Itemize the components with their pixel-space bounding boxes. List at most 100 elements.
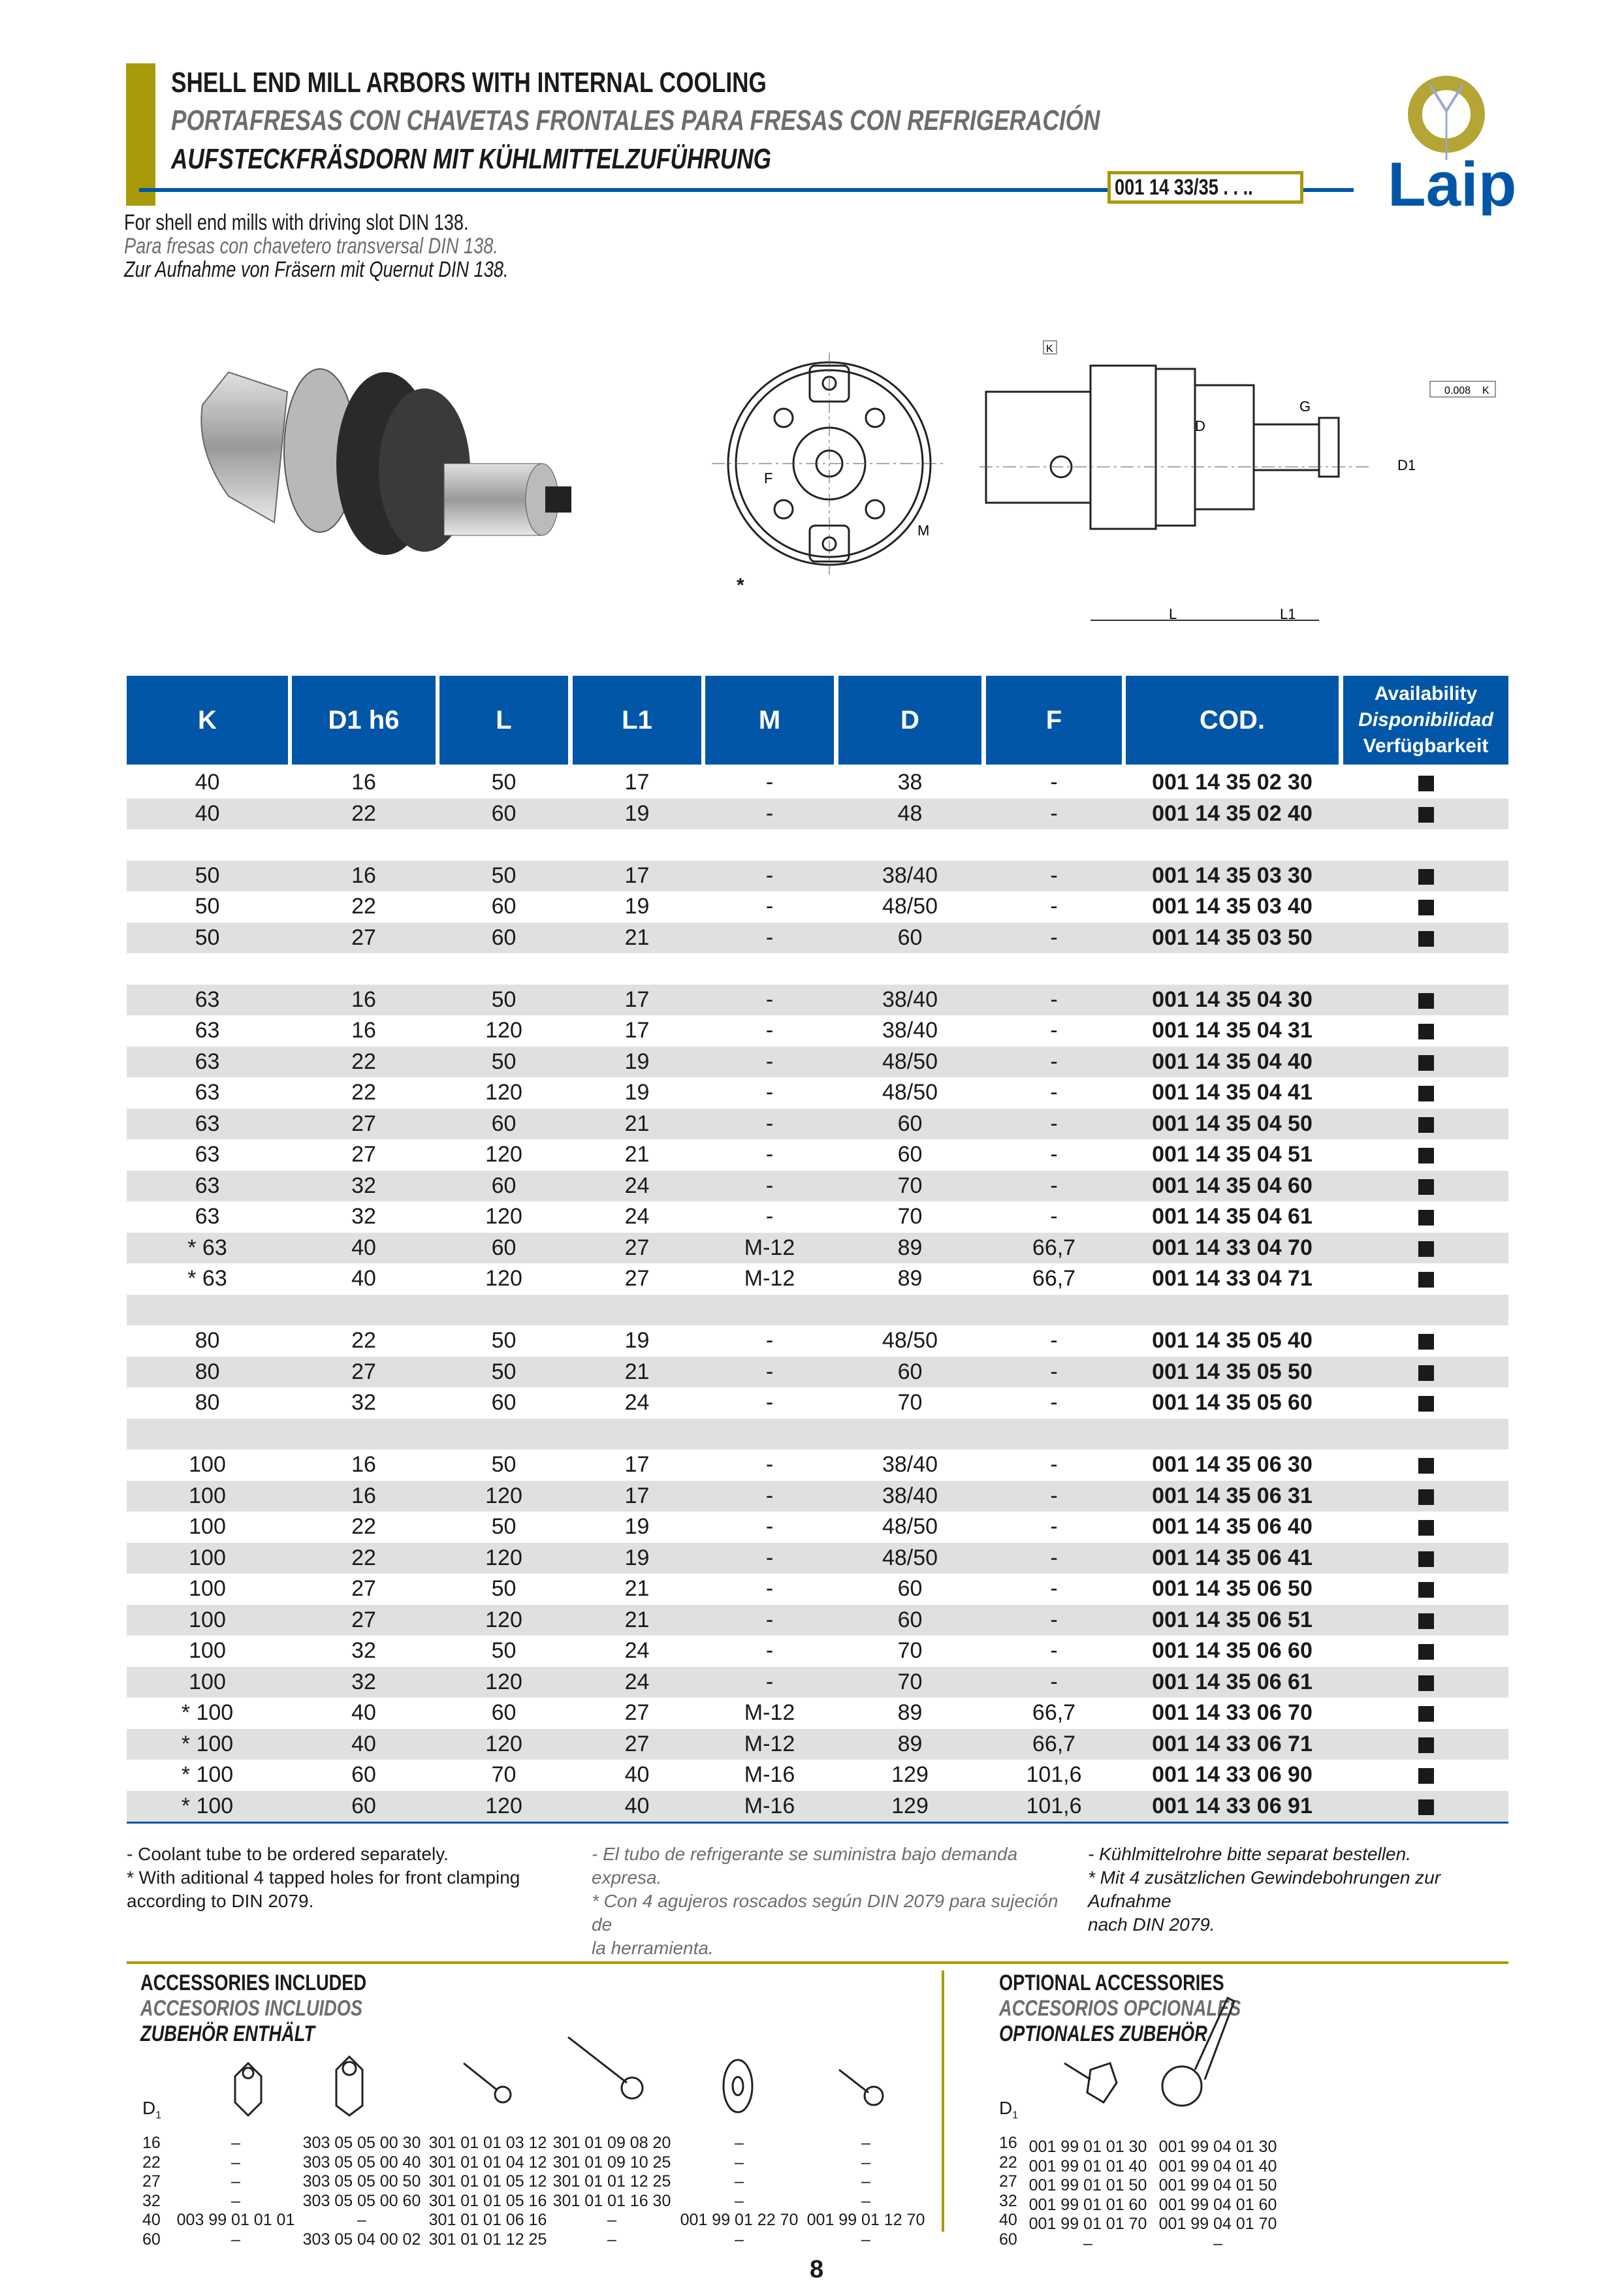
cell-l: 50: [491, 1049, 517, 1074]
cell-d1-h6: 16: [351, 987, 376, 1012]
table-row: 63 32 60 24 - 70 - 001 14 35 04 60: [127, 1170, 1508, 1201]
cell-d1-h6: 27: [351, 1607, 376, 1632]
washer-icon: [722, 2059, 754, 2113]
footnote-en-2: * With aditional 4 tapped holes for fron…: [127, 1867, 520, 1888]
header-d1-h6: D1 h6: [292, 676, 436, 765]
cell-d: 38/40: [882, 1018, 938, 1043]
available-square-icon: [1418, 1551, 1434, 1567]
d1-value: 40: [142, 2211, 161, 2229]
cell-l1: 27: [624, 1731, 650, 1756]
cell-d1-h6: 40: [351, 1731, 376, 1756]
footnotes-es: - El tubo de refrigerante se suministra …: [592, 1843, 1062, 1960]
cell-availability: [1343, 1263, 1508, 1295]
cell-d: 70: [897, 1669, 923, 1694]
table-row: 80 27 50 21 - 60 - 001 14 35 05 50: [127, 1356, 1508, 1388]
cell-l: 60: [491, 1111, 517, 1136]
footnotes-de: - Kühlmittelrohre bitte separat bestelle…: [1088, 1843, 1519, 1937]
cell-d1-h6: 40: [351, 1266, 376, 1291]
cell-m: -: [765, 770, 774, 795]
d1-value: 22: [999, 2153, 1017, 2172]
label-d: D: [1195, 418, 1205, 434]
available-square-icon: [1418, 1737, 1434, 1753]
accessory-code: –: [735, 2134, 744, 2152]
cell-l1: 24: [624, 1204, 650, 1229]
cell-d1-h6: 40: [351, 1700, 376, 1725]
cell-l: 120: [485, 1483, 522, 1508]
cell-k: 50: [195, 925, 220, 950]
cell-l: 60: [491, 800, 517, 826]
header-m: M: [705, 676, 834, 765]
cell-m: -: [765, 1359, 774, 1384]
accessory-code: 303 05 05 00 60: [302, 2191, 421, 2210]
cell-d: 48/50: [882, 1080, 938, 1105]
cell-availability: [1343, 1698, 1508, 1729]
cell-f: 66,7: [1032, 1235, 1076, 1260]
table-row: 80 32 60 24 - 70 - 001 14 35 05 60: [127, 1387, 1508, 1419]
d1-value: 16: [142, 2134, 161, 2152]
cell-l1: 21: [624, 1576, 650, 1601]
cell-availability: [1343, 985, 1508, 1016]
cell-l1: 19: [624, 1328, 650, 1353]
accessory-code: –: [735, 2191, 744, 2210]
available-square-icon: [1418, 1613, 1434, 1629]
accessory-code: –: [735, 2172, 744, 2191]
cell-f: 66,7: [1032, 1700, 1076, 1725]
cell-d1-h6: 22: [351, 894, 376, 919]
cell-l: 50: [491, 1576, 517, 1601]
cell-m: M-16: [744, 1793, 795, 1818]
available-square-icon: [1418, 1116, 1434, 1133]
cell-cod: 001 14 35 06 51: [1152, 1607, 1313, 1632]
cell-m: -: [765, 1390, 774, 1415]
cell-d1-h6: 27: [351, 1576, 376, 1601]
available-square-icon: [1418, 1272, 1434, 1288]
cell-d1-h6: 27: [351, 1142, 376, 1167]
cell-d: 48/50: [882, 894, 938, 919]
accessory-code: 001 99 04 01 40: [1158, 2157, 1277, 2176]
header-accent-bar: [126, 63, 155, 206]
table-row: 100 32 50 24 - 70 - 001 14 35 06 60: [127, 1636, 1508, 1667]
d1-label: D1: [142, 2098, 161, 2122]
cell-f: -: [1050, 1576, 1058, 1601]
table-bottom-rule: [127, 1822, 1508, 1824]
accessory-code: 303 05 05 00 30: [302, 2134, 421, 2152]
table-row: 40 22 60 19 - 48 - 001 14 35 02 40: [127, 798, 1508, 829]
cell-l1: 21: [624, 925, 650, 950]
table-row: 100 16 120 17 - 38/40 - 001 14 35 06 31: [127, 1480, 1508, 1512]
cell-l: 60: [491, 925, 517, 950]
cell-cod: 001 14 33 04 70: [1152, 1235, 1313, 1260]
cell-availability: [1343, 1357, 1508, 1388]
table-row: 50 16 50 17 - 38/40 - 001 14 35 03 30: [127, 860, 1508, 891]
available-square-icon: [1418, 1024, 1434, 1040]
accessory-code: –: [231, 2191, 240, 2210]
accessory-code: 001 99 04 01 30: [1158, 2138, 1277, 2156]
cell-d1-h6: 27: [351, 925, 376, 950]
table-row: 100 16 50 17 - 38/40 - 001 14 35 06 30: [127, 1449, 1508, 1481]
cell-l1: 21: [624, 1111, 650, 1136]
accessory-code: –: [735, 2153, 744, 2172]
cell-d1-h6: 16: [351, 1483, 376, 1508]
cell-m: M-12: [744, 1266, 795, 1291]
cell-k: 63: [195, 1142, 220, 1167]
cell-d: 38/40: [882, 987, 938, 1012]
cell-f: -: [1050, 800, 1058, 826]
table-row: 63 22 120 19 - 48/50 - 001 14 35 04 41: [127, 1077, 1508, 1109]
cell-d: 38: [897, 770, 923, 795]
title-de: AUFSTECKFRÄSDORN MIT KÜHLMITTELZUFÜHRUNG: [171, 143, 772, 175]
svg-text:Laip: Laip: [1388, 150, 1515, 215]
table-row: 63 32 120 24 - 70 - 001 14 35 04 61: [127, 1201, 1508, 1233]
cell-cod: 001 14 35 06 30: [1152, 1452, 1313, 1477]
cell-l1: 40: [624, 1762, 650, 1787]
cell-k: * 63: [187, 1266, 227, 1291]
label-f: F: [764, 470, 772, 486]
cell-l: 120: [485, 1545, 522, 1570]
cell-l: 60: [491, 1235, 517, 1260]
cell-l1: 19: [624, 800, 650, 826]
cell-cod: 001 14 35 02 30: [1152, 770, 1313, 795]
table-row: 63 16 120 17 - 38/40 - 001 14 35 04 31: [127, 1015, 1508, 1047]
header-l1: L1: [573, 676, 701, 765]
accessories-included-heading: ACCESSORIES INCLUDED ACCESORIOS INCLUIDO…: [140, 1971, 367, 2046]
label-l: L: [1169, 606, 1177, 622]
cell-f: -: [1050, 987, 1058, 1012]
cap-screw-icon: [463, 2062, 512, 2104]
accessory-code: 001 99 04 01 70: [1158, 2215, 1277, 2233]
